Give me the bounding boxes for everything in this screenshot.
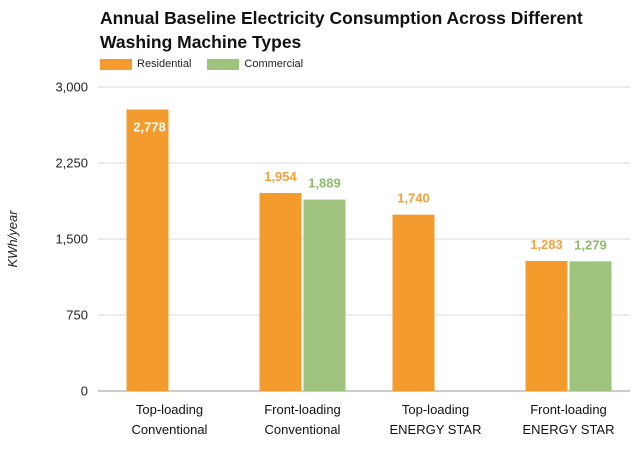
x-tick-label: ENERGY STAR xyxy=(390,422,482,437)
bar-commercial-3 xyxy=(569,261,612,391)
x-tick-label: Top-loading xyxy=(136,402,203,417)
x-tick-label: Front-loading xyxy=(264,402,341,417)
data-label-residential-0: 2,778 xyxy=(133,119,166,134)
legend-swatch-commercial xyxy=(207,58,240,70)
y-tick-label: 750 xyxy=(66,308,88,323)
legend-swatch-residential xyxy=(100,58,132,70)
data-label-commercial-1: 1,889 xyxy=(308,176,341,191)
x-tick-label: Conventional xyxy=(265,422,341,437)
data-label-commercial-3: 1,279 xyxy=(574,237,607,252)
x-tick-label: Front-loading xyxy=(530,402,607,417)
legend: Residential Commercial xyxy=(100,58,319,70)
data-label-residential-3: 1,283 xyxy=(530,237,563,252)
y-tick-label: 0 xyxy=(81,384,88,399)
data-label-residential-1: 1,954 xyxy=(264,169,297,184)
y-axis-label: KWh/year xyxy=(5,210,20,268)
chart-title: Annual Baseline Electricity Consumption … xyxy=(100,8,583,52)
bar-residential-1 xyxy=(259,192,302,391)
legend-label-commercial: Commercial xyxy=(244,58,304,70)
legend-label-residential: Residential xyxy=(137,58,192,70)
legend-item-commercial: Commercial xyxy=(207,58,303,70)
x-tick-label: Conventional xyxy=(132,422,208,437)
x-tick-label: Top-loading xyxy=(402,402,469,417)
bar-residential-3 xyxy=(525,260,568,391)
legend-item-residential: Residential xyxy=(100,58,191,70)
y-tick-label: 1,500 xyxy=(55,232,88,247)
bar-residential-2 xyxy=(392,214,435,391)
bar-commercial-1 xyxy=(303,199,346,391)
y-tick-label: 3,000 xyxy=(55,80,88,95)
y-tick-label: 2,250 xyxy=(55,156,88,171)
x-tick-label: ENERGY STAR xyxy=(523,422,615,437)
bar-residential-0 xyxy=(126,109,169,391)
data-label-residential-2: 1,740 xyxy=(397,191,430,206)
